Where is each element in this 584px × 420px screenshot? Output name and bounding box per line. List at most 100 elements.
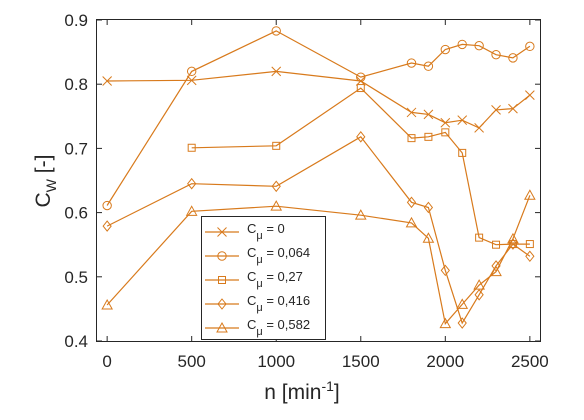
data-point bbox=[474, 123, 484, 133]
y-axis-label: CW [-] bbox=[32, 155, 59, 208]
x-tick-label: 1500 bbox=[342, 352, 380, 371]
legend-item: Cμ = 0 bbox=[205, 221, 285, 242]
x-axis: 0 500 1000 1500 2000 2500 bbox=[102, 20, 549, 371]
data-point bbox=[457, 317, 467, 329]
data-point bbox=[101, 299, 113, 310]
data-point bbox=[423, 109, 434, 120]
data-point bbox=[406, 196, 417, 209]
y-tick-label: 0.7 bbox=[64, 139, 88, 158]
x-tick-label: 2000 bbox=[426, 352, 464, 371]
legend-label: Cμ = 0 bbox=[247, 221, 285, 242]
legend-label: Cμ = 0,416 bbox=[247, 293, 310, 314]
data-point bbox=[356, 84, 365, 93]
data-point bbox=[271, 66, 282, 77]
series-3 bbox=[102, 131, 535, 329]
legend-swatch-marker bbox=[218, 276, 226, 284]
series-line bbox=[191, 87, 530, 246]
series-layer bbox=[101, 26, 536, 329]
legend-item: Cμ = 0,582 bbox=[205, 317, 310, 338]
data-point bbox=[440, 264, 450, 277]
legend-swatch-marker bbox=[216, 321, 228, 333]
data-point bbox=[525, 240, 534, 249]
data-point bbox=[407, 134, 416, 143]
data-point bbox=[524, 189, 536, 200]
data-point bbox=[508, 103, 518, 114]
data-point bbox=[474, 288, 484, 301]
data-point bbox=[356, 131, 366, 143]
x-tick-label: 0 bbox=[102, 352, 111, 371]
data-point bbox=[473, 279, 485, 290]
data-point bbox=[271, 26, 281, 36]
data-point bbox=[439, 317, 452, 329]
data-point bbox=[456, 298, 469, 309]
data-point bbox=[525, 250, 535, 263]
data-point bbox=[457, 39, 467, 50]
data-point bbox=[475, 233, 484, 242]
data-point bbox=[490, 265, 502, 277]
legend-label: Cμ = 0,064 bbox=[247, 245, 310, 266]
data-point bbox=[187, 177, 197, 190]
data-point bbox=[424, 132, 433, 141]
data-point bbox=[491, 105, 501, 115]
legend-item: Cμ = 0,064 bbox=[205, 245, 310, 266]
data-point bbox=[457, 115, 468, 126]
data-point bbox=[270, 200, 283, 211]
data-point bbox=[525, 90, 535, 100]
data-point bbox=[440, 44, 451, 55]
legend-swatch-marker bbox=[217, 251, 227, 261]
legend-label: Cμ = 0,582 bbox=[247, 317, 310, 338]
data-point bbox=[423, 201, 434, 214]
data-point bbox=[406, 107, 417, 118]
y-tick-label: 0.8 bbox=[64, 75, 88, 94]
x-axis-label: n [min-1] bbox=[264, 378, 339, 404]
data-point bbox=[525, 41, 535, 52]
y-axis: 0.4 0.5 0.6 0.7 0.8 0.9 bbox=[64, 11, 540, 351]
data-point bbox=[423, 61, 434, 71]
x-tick-label: 2500 bbox=[511, 352, 549, 371]
data-point bbox=[186, 75, 197, 86]
legend-swatch-marker bbox=[217, 227, 227, 237]
legend-swatch-marker bbox=[217, 298, 227, 310]
data-point bbox=[354, 209, 367, 220]
series-1 bbox=[102, 26, 535, 211]
series-4 bbox=[101, 189, 536, 329]
data-point bbox=[271, 180, 281, 193]
series-0 bbox=[102, 66, 535, 133]
data-point bbox=[508, 53, 518, 63]
series-line bbox=[107, 70, 531, 129]
y-tick-label: 0.6 bbox=[64, 204, 88, 223]
legend-item: Cμ = 0,416 bbox=[205, 293, 310, 314]
data-point bbox=[474, 40, 484, 51]
series-line bbox=[106, 195, 531, 326]
data-point bbox=[185, 205, 198, 216]
data-point bbox=[507, 232, 519, 244]
data-point bbox=[186, 66, 197, 77]
data-point bbox=[102, 76, 112, 86]
y-tick-label: 0.5 bbox=[64, 268, 88, 287]
data-point bbox=[491, 49, 501, 60]
data-point bbox=[440, 117, 451, 128]
y-tick-label: 0.9 bbox=[64, 11, 88, 30]
data-point bbox=[492, 240, 501, 249]
legend-label: Cμ = 0,27 bbox=[247, 269, 303, 290]
series-line bbox=[106, 136, 531, 325]
data-point bbox=[422, 232, 435, 243]
data-point bbox=[102, 200, 112, 211]
x-tick-label: 500 bbox=[177, 352, 205, 371]
data-point bbox=[406, 58, 417, 68]
y-tick-label: 0.4 bbox=[64, 332, 88, 351]
data-point bbox=[187, 143, 196, 152]
series-line bbox=[106, 30, 531, 206]
data-point bbox=[508, 238, 518, 250]
series-2 bbox=[187, 84, 534, 249]
data-point bbox=[458, 148, 467, 157]
legend: Cμ = 0 Cμ = 0,064 Cμ = 0,27 Cμ = 0,416 Cμ = … bbox=[201, 216, 326, 340]
data-point bbox=[272, 141, 281, 150]
legend-box bbox=[201, 216, 326, 340]
data-point bbox=[356, 72, 366, 82]
x-tick-label: 1000 bbox=[257, 352, 295, 371]
legend-item: Cμ = 0,27 bbox=[205, 269, 303, 290]
data-point bbox=[102, 220, 112, 232]
data-point bbox=[441, 128, 450, 137]
